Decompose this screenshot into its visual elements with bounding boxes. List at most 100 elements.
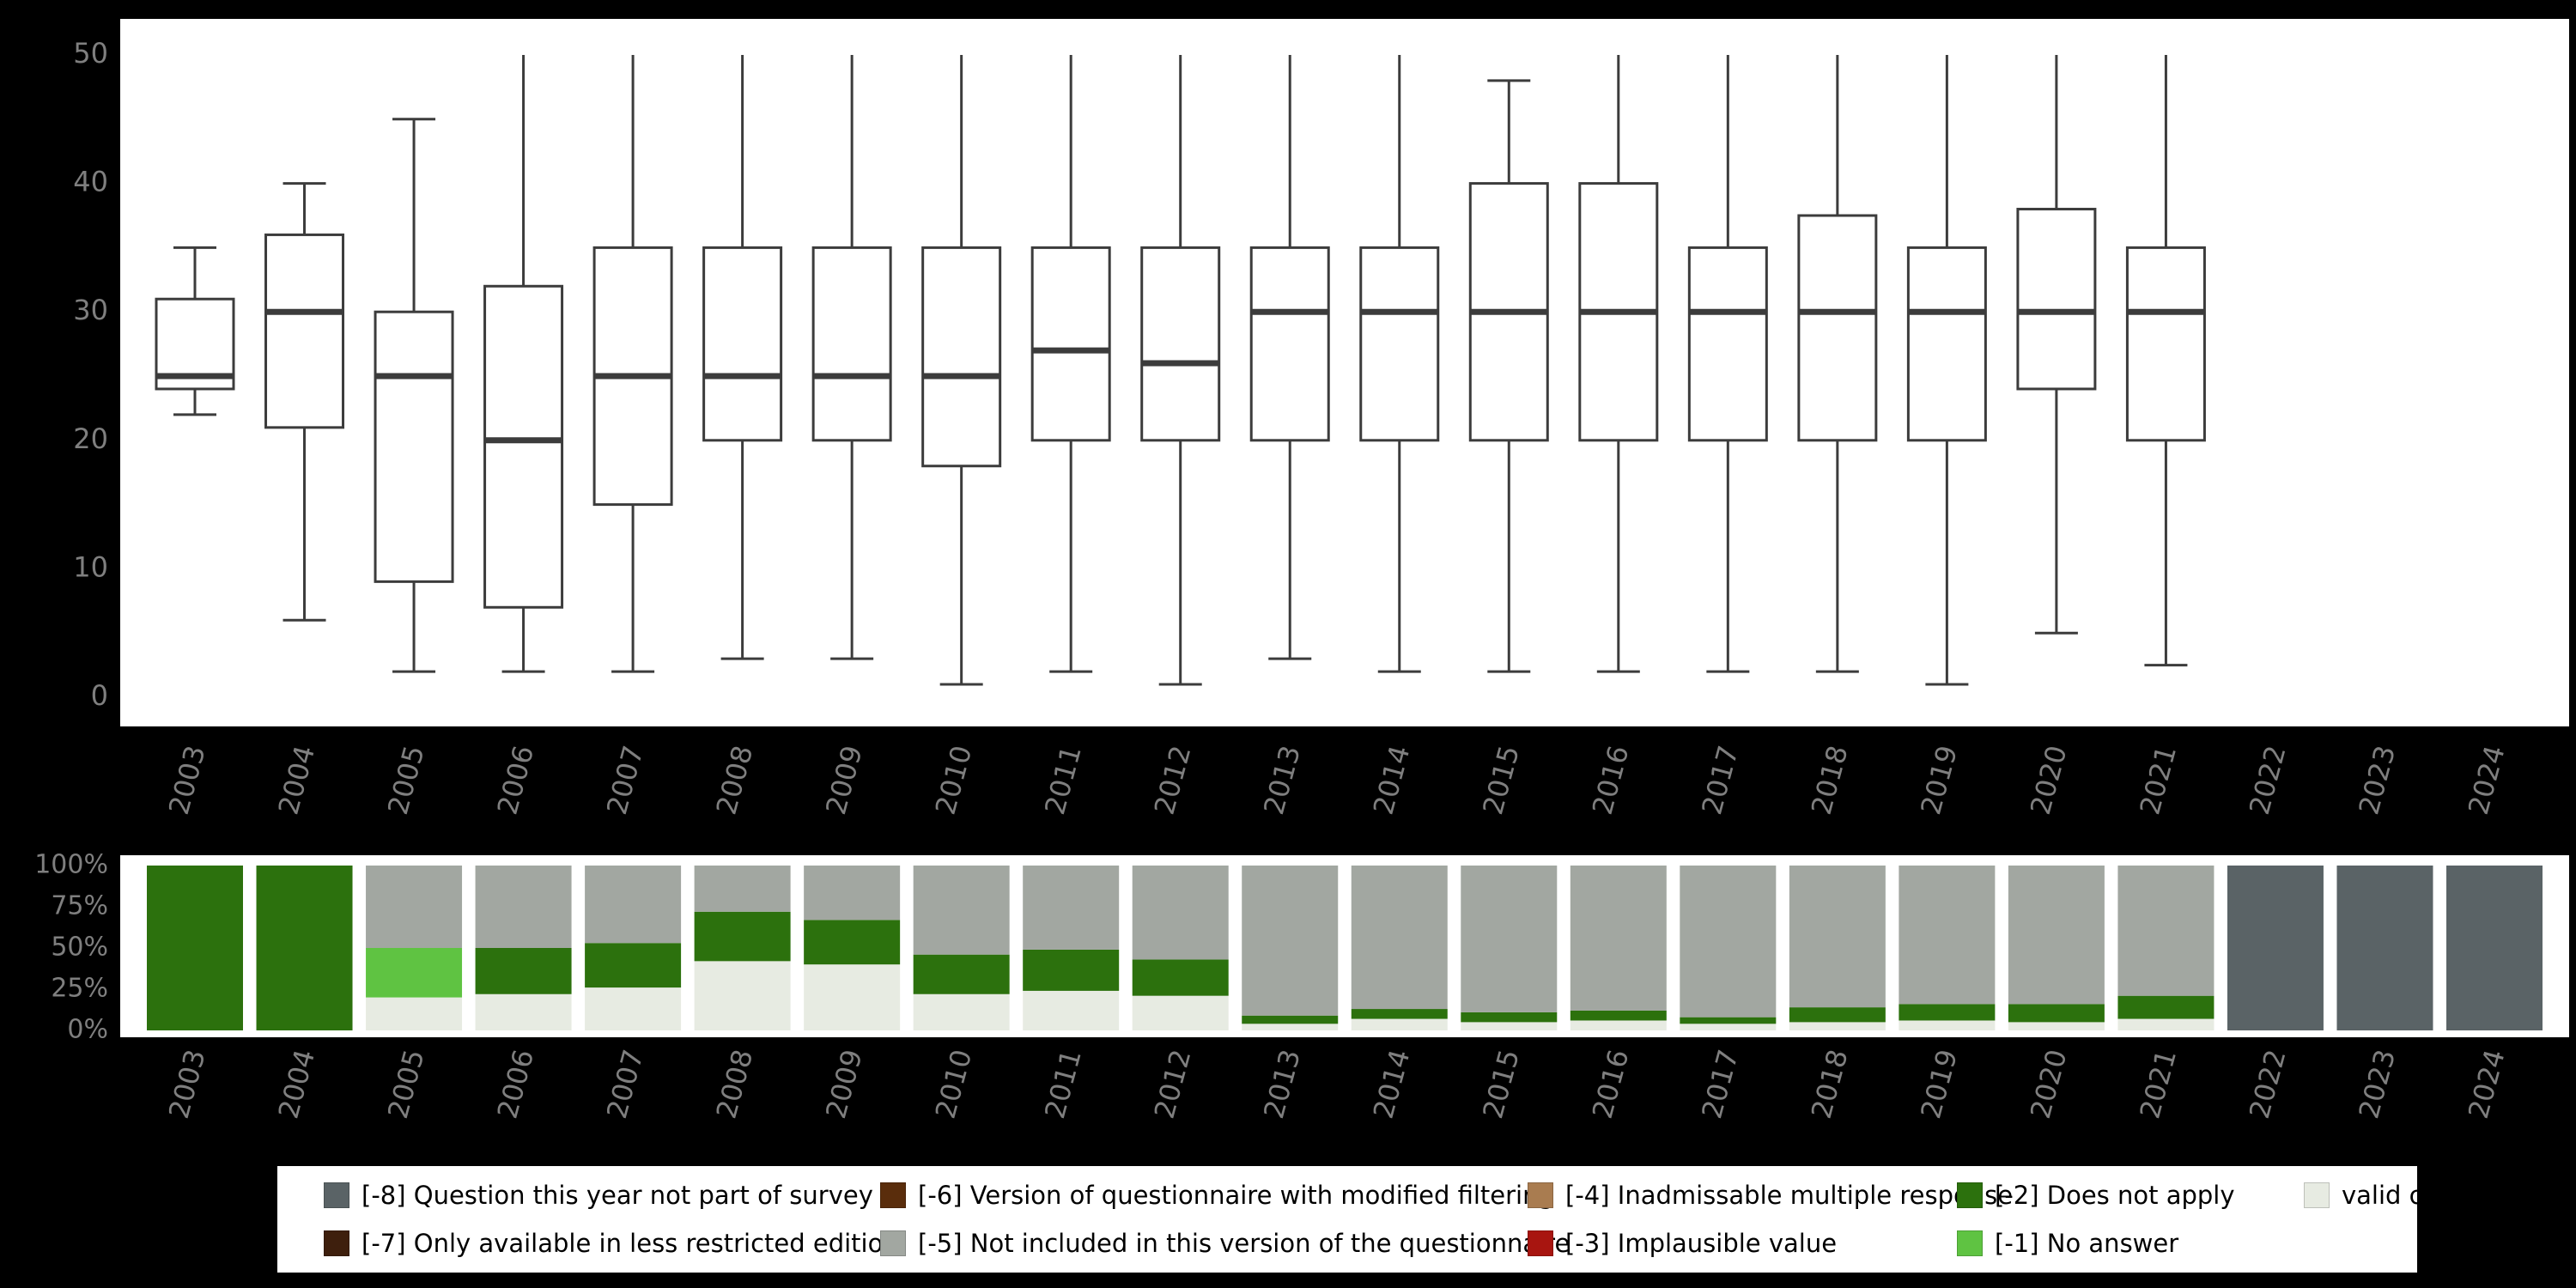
bar-2004-segment--2 — [256, 866, 353, 1030]
bar-2009-segment--5 — [804, 866, 901, 920]
bar-year-label-2014: 2014 — [1367, 1046, 1417, 1121]
box-2013 — [1249, 246, 1330, 442]
boxplot-ytick-label: 30 — [73, 294, 108, 326]
bar-2012-segment--5 — [1132, 866, 1229, 960]
bar-ytick-label: 75% — [51, 891, 108, 921]
boxplot-year-label-2011: 2011 — [1038, 742, 1088, 817]
box-2020 — [2016, 208, 2097, 391]
boxplot-2016 — [1578, 55, 1659, 673]
boxplot-year-label-2005: 2005 — [381, 742, 431, 817]
box-2010 — [921, 246, 1002, 468]
bar-2017-segment-valid — [1680, 1024, 1777, 1030]
bar-2018-segment--2 — [1789, 1007, 1886, 1023]
boxplot-year-label-2010: 2010 — [929, 742, 979, 817]
legend-label--2: [-2] Does not apply — [1995, 1180, 2235, 1210]
bar-2005-segment--1 — [366, 948, 463, 998]
bar-2014-segment-valid — [1351, 1018, 1448, 1030]
missings-bar-2010 — [913, 866, 1010, 1030]
boxplot-ytick-label: 0 — [91, 679, 108, 712]
legend-swatch--3 — [1528, 1230, 1553, 1256]
boxplot-year-label-2014: 2014 — [1367, 742, 1417, 817]
bar-2011-segment-valid — [1023, 990, 1120, 1030]
boxplot-year-label-2008: 2008 — [710, 742, 760, 817]
bar-2019-segment--2 — [1899, 1004, 1996, 1021]
boxplot-year-label-2017: 2017 — [1695, 742, 1745, 817]
bar-2015-segment-valid — [1461, 1022, 1558, 1030]
boxplot-year-label-2009: 2009 — [819, 742, 869, 817]
bar-year-label-2003: 2003 — [162, 1046, 212, 1121]
boxplot-2020 — [2016, 55, 2097, 635]
bar-2011-segment--2 — [1023, 949, 1120, 991]
bar-2013-segment--5 — [1242, 866, 1339, 1016]
bar-2017-segment--2 — [1680, 1017, 1777, 1024]
boxplot-2007 — [592, 55, 673, 673]
bar-year-label-2017: 2017 — [1695, 1046, 1745, 1121]
box-2009 — [811, 246, 892, 442]
missings-bar-2018 — [1789, 866, 1886, 1030]
bar-year-label-2006: 2006 — [491, 1046, 541, 1121]
boxplot-2006 — [483, 55, 564, 673]
boxplot-2019 — [1906, 55, 1987, 686]
bar-2016-segment--5 — [1570, 866, 1667, 1011]
boxplot-2017 — [1687, 55, 1768, 673]
bar-2018-segment--5 — [1789, 866, 1886, 1008]
bar-year-label-2005: 2005 — [381, 1046, 431, 1121]
box-2014 — [1359, 246, 1440, 442]
bar-year-label-2016: 2016 — [1586, 1046, 1636, 1121]
boxplot-year-label-2016: 2016 — [1586, 742, 1636, 817]
boxplot-2014 — [1359, 55, 1440, 673]
box-2008 — [702, 246, 783, 442]
bar-2006-segment-valid — [475, 993, 572, 1030]
boxplot-year-label-2021: 2021 — [2133, 742, 2183, 817]
boxplot-year-label-2012: 2012 — [1148, 742, 1198, 817]
missings-bar-2015 — [1461, 866, 1558, 1030]
bar-2012-segment-valid — [1132, 995, 1229, 1030]
bar-year-label-2024: 2024 — [2462, 1046, 2512, 1121]
box-2021 — [2125, 246, 2206, 442]
legend-item--6: [-6] Version of questionnaire with modif… — [880, 1182, 1554, 1208]
legend-item-valid: valid cases — [2304, 1182, 2479, 1208]
bar-2012-segment--2 — [1132, 959, 1229, 996]
bar-2021-segment--5 — [2117, 866, 2215, 996]
bar-year-label-2018: 2018 — [1805, 1046, 1855, 1121]
bar-year-label-2004: 2004 — [271, 1046, 321, 1121]
bar-2008-segment--5 — [694, 866, 791, 912]
bar-2024-segment--8 — [2446, 866, 2543, 1030]
boxplot-2005 — [374, 118, 454, 673]
missings-bar-2022 — [2227, 866, 2324, 1030]
boxplot-2010 — [921, 55, 1002, 686]
boxplot-ytick-label: 50 — [73, 37, 108, 70]
bar-2008-segment-valid — [694, 961, 791, 1030]
boxplot-2015 — [1468, 79, 1549, 673]
missings-bar-2013 — [1242, 866, 1339, 1030]
boxplot-year-label-2007: 2007 — [600, 742, 650, 817]
bar-ytick-label: 50% — [51, 933, 108, 963]
bar-year-label-2023: 2023 — [2352, 1046, 2402, 1121]
boxplot-2003 — [155, 246, 235, 416]
boxplot-2013 — [1249, 55, 1330, 660]
boxplot-year-label-2006: 2006 — [491, 742, 541, 817]
missings-bar-2004 — [256, 866, 353, 1030]
missings-bar-2020 — [2008, 866, 2105, 1030]
legend-swatch--2 — [1957, 1182, 1983, 1208]
legend-swatch--4 — [1528, 1182, 1553, 1208]
missings-bar-2024 — [2446, 866, 2543, 1030]
bar-ytick-label: 0% — [67, 1015, 108, 1045]
boxplot-2018 — [1797, 55, 1878, 673]
bar-year-label-2008: 2008 — [710, 1046, 760, 1121]
boxplot-year-label-2024: 2024 — [2462, 742, 2512, 817]
bar-2017-segment--5 — [1680, 866, 1777, 1018]
bar-year-label-2013: 2013 — [1257, 1046, 1307, 1121]
legend-swatch-valid — [2304, 1182, 2330, 1208]
bar-2003-segment--2 — [147, 866, 243, 1030]
bar-year-label-2015: 2015 — [1476, 1046, 1526, 1121]
boxplot-year-label-2004: 2004 — [271, 742, 321, 817]
bar-year-label-2021: 2021 — [2133, 1046, 2183, 1121]
missing-values-legend: [-8] Question this year not part of surv… — [277, 1166, 2479, 1273]
missings-bar-2007 — [585, 866, 682, 1030]
missings-bar-2008 — [694, 866, 791, 1030]
bar-2006-segment--2 — [475, 948, 572, 994]
legend-swatch--6 — [880, 1182, 906, 1208]
bar-2016-segment-valid — [1570, 1020, 1667, 1030]
